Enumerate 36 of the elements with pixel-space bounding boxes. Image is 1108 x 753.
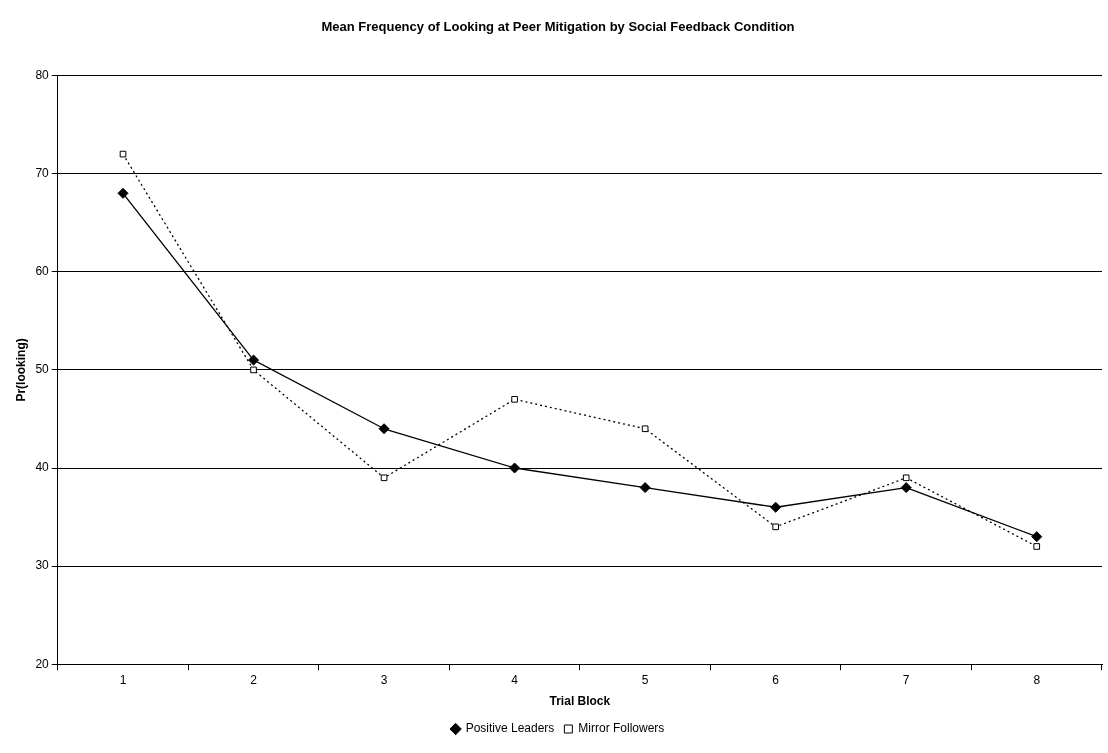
point — [639, 482, 651, 494]
point — [250, 366, 257, 374]
y-axis-title: Pr(looking) — [13, 338, 28, 402]
x-tick-label: 4 — [511, 672, 519, 687]
point — [772, 523, 779, 531]
point — [248, 354, 260, 366]
legend-label: Positive Leaders — [465, 721, 555, 736]
y-tick-label: 50 — [35, 362, 50, 377]
y-tick-label: 70 — [35, 166, 50, 181]
y-tick-label: 30 — [35, 558, 50, 573]
y-tick-label: 60 — [35, 264, 50, 279]
x-tick-label: 3 — [380, 672, 388, 687]
x-tick-label: 8 — [1033, 672, 1041, 687]
x-tick-label: 2 — [250, 672, 258, 687]
point — [119, 150, 127, 158]
y-tick-label: 40 — [35, 460, 50, 475]
point — [902, 474, 910, 482]
point — [380, 474, 388, 482]
point — [641, 425, 649, 433]
point — [511, 396, 518, 403]
legend-label: Mirror Followers — [578, 721, 665, 736]
point — [378, 423, 390, 435]
y-tick-label: 80 — [35, 67, 50, 82]
point — [117, 187, 129, 199]
x-tick-label: 6 — [772, 672, 780, 687]
x-tick-label: 5 — [641, 672, 649, 687]
point — [509, 462, 521, 474]
x-tick-label: 7 — [902, 672, 910, 687]
x-axis-title: Trial Block — [549, 694, 611, 709]
point — [900, 482, 912, 494]
point — [770, 501, 782, 513]
point — [1033, 543, 1041, 550]
x-tick-label: 1 — [119, 672, 127, 687]
chart-title: Mean Frequency of Looking at Peer Mitigation by Social Feedback Condition — [321, 19, 795, 35]
point — [1031, 531, 1043, 543]
y-tick-label: 20 — [35, 656, 50, 671]
